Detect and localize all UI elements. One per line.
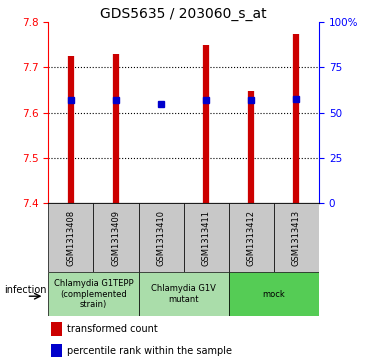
Text: mock: mock [263,290,285,298]
FancyBboxPatch shape [229,272,319,316]
FancyBboxPatch shape [138,272,229,316]
Text: GSM1313411: GSM1313411 [202,210,211,266]
Text: GSM1313410: GSM1313410 [157,210,165,266]
Text: Chlamydia G1V
mutant: Chlamydia G1V mutant [151,284,216,304]
Text: GSM1313409: GSM1313409 [111,210,121,266]
Bar [51,322,62,336]
Text: Chlamydia G1TEPP
(complemented
strain): Chlamydia G1TEPP (complemented strain) [53,279,133,309]
Text: GSM1313408: GSM1313408 [66,210,75,266]
Text: percentile rank within the sample: percentile rank within the sample [67,346,232,356]
FancyBboxPatch shape [93,203,138,272]
Text: transformed count: transformed count [67,324,158,334]
FancyBboxPatch shape [229,203,274,272]
FancyBboxPatch shape [48,272,138,316]
Text: GSM1313412: GSM1313412 [247,210,256,266]
Text: GSM1313413: GSM1313413 [292,210,301,266]
FancyBboxPatch shape [138,203,184,272]
Bar [51,344,62,357]
Title: GDS5635 / 203060_s_at: GDS5635 / 203060_s_at [100,7,267,21]
Text: infection: infection [4,285,46,295]
FancyBboxPatch shape [274,203,319,272]
FancyBboxPatch shape [184,203,229,272]
FancyBboxPatch shape [48,203,93,272]
